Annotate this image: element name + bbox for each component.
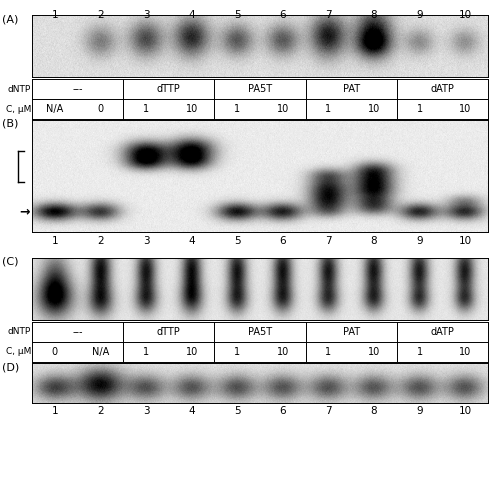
- Text: (D): (D): [2, 362, 19, 372]
- Text: 8: 8: [370, 10, 378, 20]
- Text: 4: 4: [188, 236, 195, 246]
- Text: 10: 10: [458, 406, 472, 416]
- Text: 6: 6: [280, 236, 286, 246]
- Text: (A): (A): [2, 14, 18, 24]
- Text: ---: ---: [72, 327, 83, 337]
- Text: 9: 9: [416, 236, 423, 246]
- Text: 10: 10: [458, 236, 472, 246]
- Text: 2: 2: [97, 236, 103, 246]
- Text: 1: 1: [234, 104, 240, 114]
- Text: 5: 5: [234, 236, 240, 246]
- Text: 10: 10: [459, 347, 471, 357]
- Text: dTTP: dTTP: [157, 84, 180, 94]
- Text: dTTP: dTTP: [157, 327, 180, 337]
- Text: dATP: dATP: [430, 84, 454, 94]
- Text: 2: 2: [97, 10, 103, 20]
- Text: 7: 7: [325, 10, 332, 20]
- Text: 9: 9: [416, 10, 423, 20]
- Text: ---: ---: [72, 84, 83, 94]
- Text: 1: 1: [326, 347, 332, 357]
- Text: 0: 0: [98, 104, 103, 114]
- Text: 1: 1: [52, 10, 58, 20]
- Text: 8: 8: [370, 236, 378, 246]
- Text: 1: 1: [416, 104, 422, 114]
- Text: 7: 7: [325, 236, 332, 246]
- Text: 1: 1: [52, 406, 58, 416]
- Text: dNTP: dNTP: [8, 328, 31, 337]
- Text: 1: 1: [143, 347, 149, 357]
- Text: 1: 1: [326, 104, 332, 114]
- Text: 2: 2: [97, 406, 103, 416]
- Text: 4: 4: [188, 406, 195, 416]
- Text: PAT: PAT: [342, 327, 360, 337]
- Text: 7: 7: [325, 406, 332, 416]
- Text: 4: 4: [188, 10, 195, 20]
- Text: 1: 1: [416, 347, 422, 357]
- Text: 1: 1: [52, 236, 58, 246]
- Text: 0: 0: [52, 347, 58, 357]
- Text: (B): (B): [2, 119, 18, 129]
- Text: PA5T: PA5T: [248, 84, 272, 94]
- Text: 6: 6: [280, 406, 286, 416]
- Text: 10: 10: [276, 104, 289, 114]
- Text: 10: 10: [458, 10, 472, 20]
- Text: PAT: PAT: [342, 84, 360, 94]
- Text: 1: 1: [234, 347, 240, 357]
- Text: (C): (C): [2, 257, 18, 267]
- Text: 3: 3: [142, 236, 150, 246]
- Text: PA5T: PA5T: [248, 327, 272, 337]
- Text: C, μM: C, μM: [6, 347, 31, 356]
- Text: N/A: N/A: [92, 347, 109, 357]
- Text: 10: 10: [459, 104, 471, 114]
- Text: 8: 8: [370, 406, 378, 416]
- Text: 3: 3: [142, 406, 150, 416]
- Text: dATP: dATP: [430, 327, 454, 337]
- Text: 10: 10: [368, 104, 380, 114]
- Text: 5: 5: [234, 10, 240, 20]
- Text: 3: 3: [142, 10, 150, 20]
- Text: 10: 10: [186, 104, 198, 114]
- Text: 5: 5: [234, 406, 240, 416]
- Text: C, μM: C, μM: [6, 104, 31, 113]
- Text: 1: 1: [143, 104, 149, 114]
- Text: dNTP: dNTP: [8, 85, 31, 94]
- Text: 9: 9: [416, 406, 423, 416]
- Text: →: →: [19, 205, 30, 218]
- Text: N/A: N/A: [46, 104, 64, 114]
- Text: 10: 10: [186, 347, 198, 357]
- Text: 10: 10: [276, 347, 289, 357]
- Text: 6: 6: [280, 10, 286, 20]
- Text: 10: 10: [368, 347, 380, 357]
